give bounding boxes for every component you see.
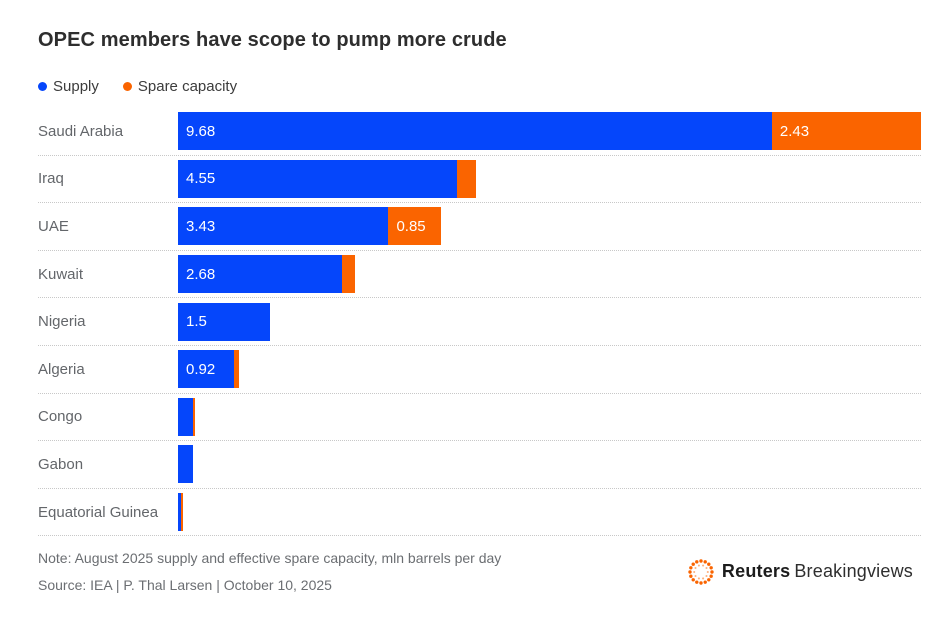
bar-track <box>178 445 921 484</box>
chart-row: Iraq 4.55 <box>38 156 921 204</box>
legend-label-supply: Supply <box>53 78 99 95</box>
reuters-dotted-circle-icon <box>687 558 715 586</box>
spare-capacity-bar-segment <box>193 397 196 436</box>
bar-track: 9.68 2.43 <box>178 112 921 151</box>
supply-value-label: 9.68 <box>186 122 216 140</box>
bar-track <box>178 397 921 436</box>
supply-bar-segment <box>178 493 182 532</box>
bar-track: 4.55 <box>178 159 921 198</box>
category-label: Algeria <box>38 360 85 378</box>
legend-dot-supply-icon <box>38 82 47 91</box>
legend-label-spare-capacity: Spare capacity <box>137 78 238 95</box>
chart-rows: Saudi Arabia 9.68 2.43 Iraq 4.55 <box>38 108 921 537</box>
legend-item-spare-capacity: Spare capacity <box>122 78 238 95</box>
supply-value-label: 4.55 <box>186 170 216 188</box>
supply-bar-segment <box>178 445 194 484</box>
category-label: UAE <box>38 217 69 235</box>
supply-bar-segment <box>178 397 194 436</box>
brand-name-breakingviews: Breakingviews <box>794 561 913 582</box>
supply-value-label: 2.68 <box>186 265 216 283</box>
bar-track: 2.68 <box>178 255 921 294</box>
category-label: Kuwait <box>38 265 84 283</box>
spare-capacity-bar-segment: 0.85 <box>388 207 441 246</box>
supply-value-label: 0.92 <box>186 360 216 378</box>
chart-row: Saudi Arabia 9.68 2.43 <box>38 108 921 156</box>
category-label: Congo <box>38 408 83 426</box>
spare-capacity-bar-segment: 2.43 <box>771 112 921 151</box>
legend-item-supply: Supply <box>38 78 99 95</box>
brand-logo: Reuters Breakingviews <box>687 558 913 586</box>
chart-row: Equatorial Guinea <box>38 489 921 537</box>
brand-name-reuters: Reuters <box>721 561 791 582</box>
spare-capacity-value-label: 2.43 <box>779 122 810 140</box>
spare-capacity-value-label: 0.85 <box>396 217 426 235</box>
supply-bar-segment: 2.68 <box>178 255 343 294</box>
chart-row: Gabon <box>38 441 921 489</box>
bar-chart: Saudi Arabia 9.68 2.43 Iraq 4.55 <box>38 108 921 537</box>
chart-row: Nigeria 1.5 <box>38 298 921 346</box>
spare-capacity-bar-segment <box>234 350 239 389</box>
bar-track: 0.92 <box>178 350 921 389</box>
legend: Supply Spare capacity <box>38 78 921 95</box>
supply-bar-segment: 3.43 <box>178 207 389 246</box>
chart-note: Note: August 2025 supply and effective s… <box>38 550 502 567</box>
bar-track: 3.43 0.85 <box>178 207 921 246</box>
supply-value-label: 1.5 <box>186 313 207 331</box>
legend-dot-spare-capacity-icon <box>122 82 132 91</box>
spare-capacity-bar-segment <box>457 159 476 198</box>
chart-row: Kuwait 2.68 <box>38 251 921 299</box>
category-label: Iraq <box>38 170 64 188</box>
footer-text: Note: August 2025 supply and effective s… <box>38 549 501 594</box>
chart-source: Source: IEA | P. Thal Larsen | October 1… <box>38 577 332 594</box>
supply-value-label: 3.43 <box>186 217 216 235</box>
category-label: Nigeria <box>38 313 86 331</box>
supply-bar-segment: 0.92 <box>178 350 235 389</box>
category-label: Equatorial Guinea <box>38 503 159 521</box>
category-label: Saudi Arabia <box>38 122 124 140</box>
chart-title: OPEC members have scope to pump more cru… <box>38 29 507 51</box>
footer: Note: August 2025 supply and effective s… <box>38 549 921 594</box>
supply-bar-segment: 1.5 <box>178 302 271 341</box>
spare-capacity-bar-segment <box>181 493 183 532</box>
supply-bar-segment: 4.55 <box>178 159 458 198</box>
chart-row: Congo <box>38 394 921 442</box>
category-label: Gabon <box>38 455 84 473</box>
chart-row: Algeria 0.92 <box>38 346 921 394</box>
brand-text: Reuters Breakingviews <box>722 561 913 582</box>
bar-track: 1.5 <box>178 302 921 341</box>
bar-track <box>178 493 921 532</box>
supply-bar-segment: 9.68 <box>178 112 772 151</box>
spare-capacity-bar-segment <box>342 255 355 294</box>
chart-row: UAE 3.43 0.85 <box>38 203 921 251</box>
